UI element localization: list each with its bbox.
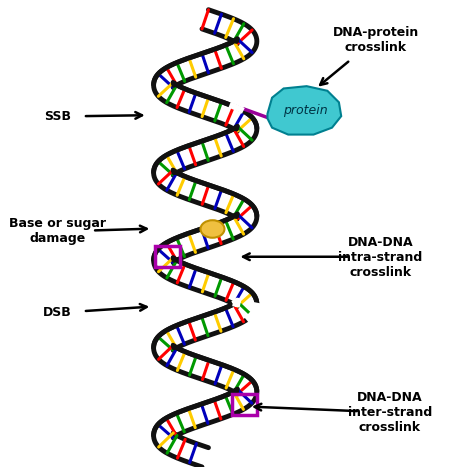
Text: Base or sugar
damage: Base or sugar damage bbox=[9, 218, 106, 245]
Text: DNA-protein
crosslink: DNA-protein crosslink bbox=[333, 26, 419, 54]
Text: SSB: SSB bbox=[44, 110, 71, 123]
Text: DNA-DNA
inter-strand
crosslink: DNA-DNA inter-strand crosslink bbox=[347, 391, 432, 434]
Text: DNA-DNA
intra-strand
crosslink: DNA-DNA intra-strand crosslink bbox=[338, 236, 422, 279]
Text: DSB: DSB bbox=[43, 305, 72, 319]
Text: protein: protein bbox=[283, 104, 328, 117]
Polygon shape bbox=[267, 86, 341, 135]
Ellipse shape bbox=[201, 220, 225, 238]
